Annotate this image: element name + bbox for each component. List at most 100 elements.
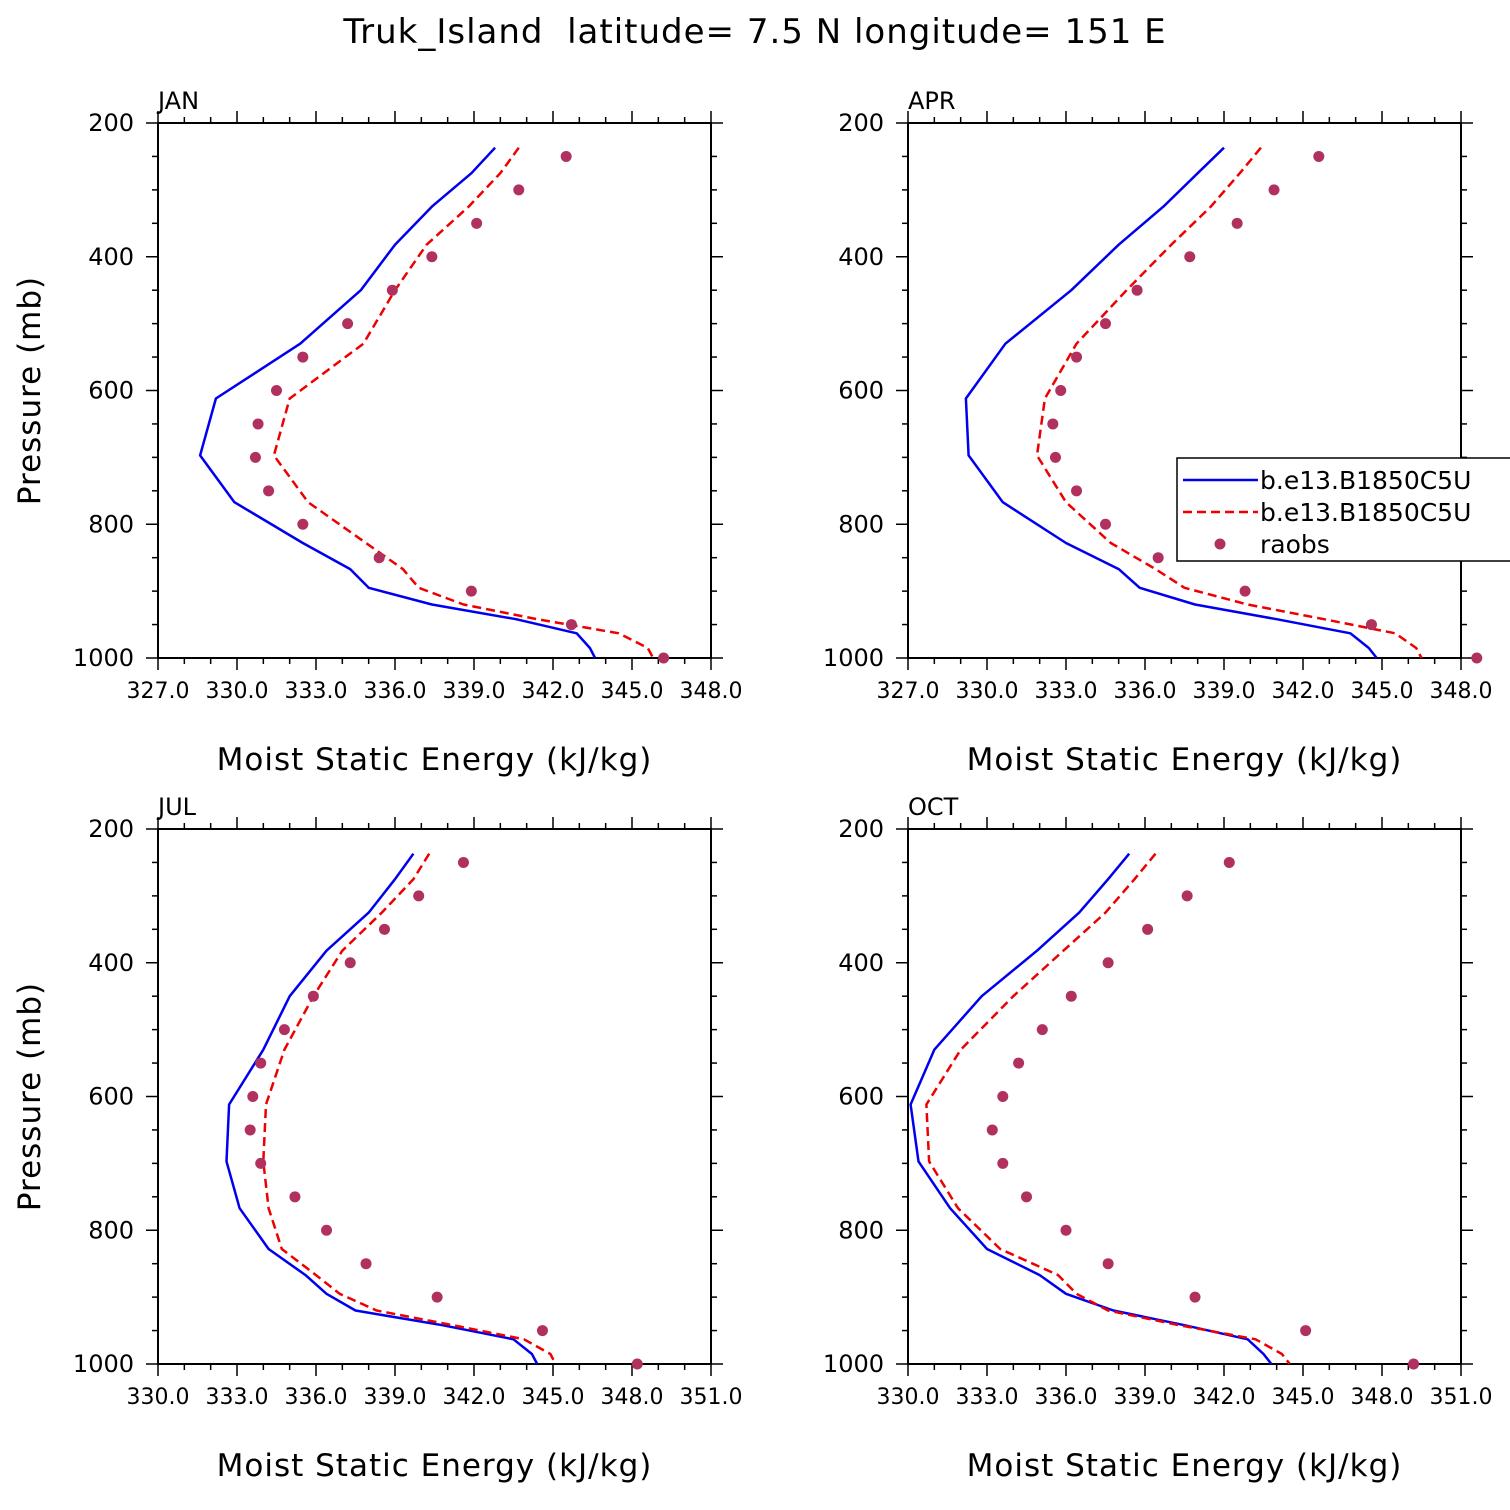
raobs-point [321,1224,333,1236]
raobs-point [1060,1224,1072,1236]
y-axis-label: Pressure (mb) [12,276,48,505]
y-tick-label: 400 [88,949,134,977]
y-tick-label: 600 [838,377,884,405]
x-tick-label: 327.0 [877,679,940,704]
raobs-point [1142,923,1154,935]
raobs-point [1047,418,1059,430]
legend-raobs-marker [1214,538,1226,550]
y-tick-label: 800 [838,510,884,538]
raobs-point [255,1157,267,1169]
raobs-point [1071,351,1083,363]
raobs-point [1239,585,1251,597]
x-tick-label: 342.0 [522,679,585,704]
raobs-point [1300,1325,1312,1337]
x-tick-label: 342.0 [443,1385,506,1410]
raobs-point [1268,184,1280,196]
raobs-point [1102,1258,1114,1270]
x-tick-label: 330.0 [206,679,269,704]
raobs-point [431,1291,443,1303]
legend-entry-label: raobs [1260,530,1330,559]
raobs-point [1065,990,1077,1002]
panel-label: OCT [908,793,959,821]
y-tick-label: 400 [838,243,884,271]
series-line-dashed [1035,146,1423,659]
panel-apr: APR 327.0 330.0 333.0 336.0 339.0 342.0 345.0 34… [823,87,1493,778]
x-tick-label: 348.0 [1351,1385,1414,1410]
raobs-point [1100,318,1111,330]
legend-entry-label: b.e13.B1850C5U [1260,498,1471,527]
panel-oct: OCT 330.0 333.0 336.0 339.0 342.0 345.0 348.0 35… [823,793,1493,1484]
y-tick-label: 400 [838,949,884,977]
panel-jan: JAN 327.0 330.0 333.0 336.0 339.0 342.0 345.0 34… [12,87,742,778]
raobs-point [373,552,385,564]
raobs-point [1049,451,1061,463]
y-tick-label: 200 [838,815,884,843]
raobs-point [307,990,319,1002]
raobs-point [1013,1057,1025,1069]
raobs-point [1313,150,1325,162]
raobs-point [1021,1191,1032,1203]
y-tick-label: 1000 [823,644,884,672]
series-line-solid [909,852,1273,1365]
raobs-point [297,351,309,363]
raobs-point [565,619,577,631]
y-tick-label: 600 [88,377,134,405]
x-tick-label: 345.0 [522,1385,585,1410]
raobs-point [278,1024,290,1036]
raobs-point [247,1091,259,1102]
x-axis-label: Moist Static Energy (kJ/kg) [967,1448,1403,1484]
x-tick-label: 333.0 [285,679,348,704]
raobs-point [1055,385,1067,396]
panel-label: JAN [156,87,199,115]
x-tick-label: 336.0 [364,679,427,704]
y-tick-label: 800 [88,1216,134,1244]
raobs-point [997,1157,1009,1169]
x-tick-label: 345.0 [601,679,664,704]
series-line-solid [225,852,539,1365]
x-tick-label: 351.0 [1430,1385,1493,1410]
x-axis-label: Moist Static Energy (kJ/kg) [217,742,653,778]
x-tick-label: 345.0 [1272,1385,1335,1410]
raobs-point [658,652,670,664]
raobs-point [1184,251,1196,263]
raobs-point [465,585,477,597]
series-line-dashed [262,853,557,1365]
y-tick-label: 800 [88,510,134,538]
raobs-point [457,856,469,868]
x-tick-label: 339.0 [364,1385,427,1410]
raobs-point [271,385,282,396]
raobs-point [1131,284,1143,296]
x-tick-label: 333.0 [1035,679,1098,704]
raobs-point [263,485,275,497]
series-line-dashed [272,146,655,659]
series-line-dashed [925,852,1291,1365]
y-tick-label: 200 [88,815,134,843]
x-tick-label: 342.0 [1272,679,1335,704]
raobs-point [536,1325,548,1337]
x-tick-label: 327.0 [127,679,190,704]
panel-label: JUL [156,793,197,821]
raobs-point [360,1258,372,1270]
y-axis-label: Pressure (mb) [12,982,48,1211]
raobs-point [631,1358,643,1370]
plot-frame [157,828,712,1365]
series-line-solid [198,146,597,659]
raobs-point [997,1091,1009,1102]
x-tick-label: 339.0 [443,679,506,704]
legend: b.e13.B1850C5U b.e13.B1850C5U raobs [1176,457,1510,562]
raobs-point [342,318,354,330]
x-tick-label: 333.0 [956,1385,1019,1410]
y-tick-label: 800 [838,1216,884,1244]
legend-entry-label: b.e13.B1850C5U [1260,466,1471,495]
raobs-point [1223,856,1235,868]
x-axis-label: Moist Static Energy (kJ/kg) [217,1448,653,1484]
raobs-point [244,1124,256,1136]
chart-main-title: Truk_Island latitude= 7.5 N longitude= 1… [343,12,1167,52]
panel-jul: JUL 330.0 333.0 336.0 339.0 342.0 345.0 348.0 35… [12,793,742,1484]
raobs-point [249,451,261,463]
raobs-point [289,1191,301,1203]
y-tick-label: 1000 [73,644,134,672]
raobs-point [1102,957,1114,969]
raobs-point [252,418,264,430]
series-line-solid [964,146,1378,659]
